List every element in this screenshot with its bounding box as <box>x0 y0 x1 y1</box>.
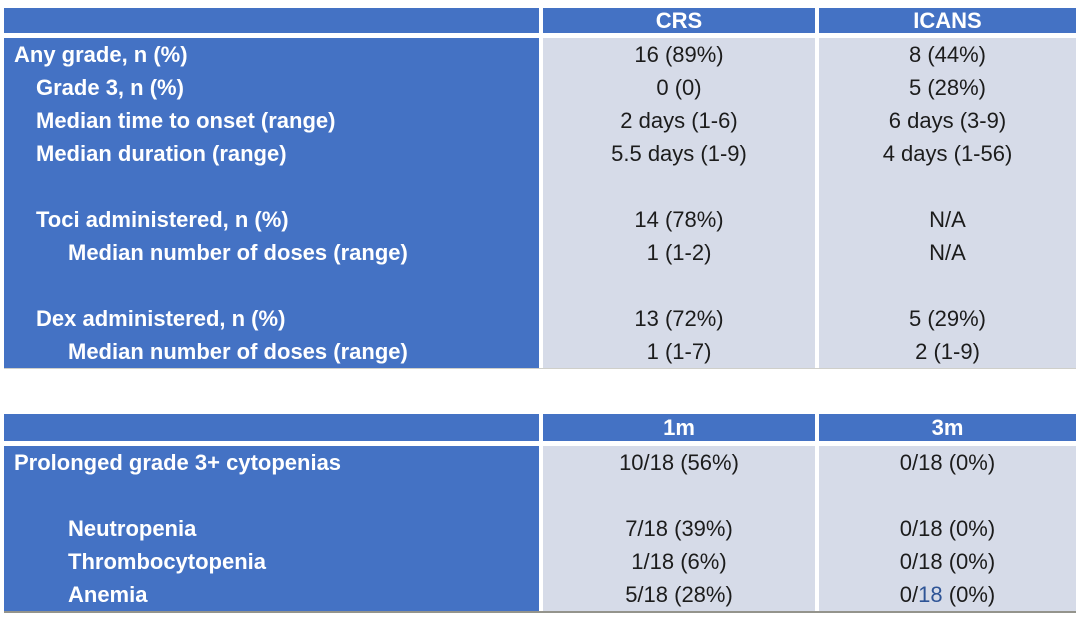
table1-icans-column: 8 (44%) 5 (28%) 6 days (3-9) 4 days (1-5… <box>819 38 1076 368</box>
anemia-3m-highlight: 18 <box>918 582 943 607</box>
cell-any-grade-icans: 8 (44%) <box>908 42 987 67</box>
cell-toci-icans: N/A <box>929 207 966 232</box>
cell-blank-3-1m <box>543 479 815 512</box>
table2-label-column: Prolonged grade 3+ cytopenias Neutropeni… <box>4 446 539 611</box>
cell-dex-doses-icans: 2 (1-9) <box>915 339 980 364</box>
cell-median-duration-icans: 4 days (1-56) <box>882 141 1013 166</box>
cell-blank-2-crs <box>543 269 815 302</box>
row-label-toci-doses: Median number of doses (range) <box>68 240 408 265</box>
table1-header-icans: ICANS <box>819 8 1076 33</box>
cell-dex-crs: 13 (72%) <box>634 306 724 331</box>
cell-grade3-crs: 0 (0) <box>656 75 702 100</box>
table2-1m-column: 10/18 (56%) 7/18 (39%) 1/18 (6%) 5/18 (2… <box>543 446 815 611</box>
row-label-dex: Dex administered, n (%) <box>36 306 286 331</box>
cell-any-grade-crs: 16 (89%) <box>634 42 724 67</box>
row-label-prolonged-cytopenias: Prolonged grade 3+ cytopenias <box>14 450 342 475</box>
cell-toci-doses-crs: 1 (1-2) <box>646 240 712 265</box>
row-label-blank-2 <box>4 269 539 302</box>
row-label-toci: Toci administered, n (%) <box>36 207 289 232</box>
table1-crs-column: 16 (89%) 0 (0) 2 days (1-6) 5.5 days (1-… <box>543 38 815 368</box>
anemia-3m-suffix: (0%) <box>942 582 996 607</box>
table2-header-3m: 3m <box>819 414 1076 441</box>
cell-prolonged-1m: 10/18 (56%) <box>619 450 739 475</box>
cell-neutropenia-1m: 7/18 (39%) <box>625 516 733 541</box>
cell-anemia-3m: 0/18 (0%) <box>819 578 1076 611</box>
cell-thrombocytopenia-3m: 0/18 (0%) <box>899 549 996 574</box>
table2-header-spacer <box>4 414 539 441</box>
cell-median-onset-crs: 2 days (1-6) <box>620 108 738 133</box>
cell-dex-doses-crs: 1 (1-7) <box>646 339 712 364</box>
row-label-neutropenia: Neutropenia <box>68 516 197 541</box>
cell-blank-2-icans <box>819 269 1076 302</box>
cell-blank-1-icans <box>819 170 1076 203</box>
row-label-grade3: Grade 3, n (%) <box>36 75 184 100</box>
row-label-thrombocytopenia: Thrombocytopenia <box>68 549 267 574</box>
cell-neutropenia-3m: 0/18 (0%) <box>899 516 996 541</box>
row-label-blank-1 <box>4 170 539 203</box>
table1-header-spacer <box>4 8 539 33</box>
table1-header-crs: CRS <box>543 8 815 33</box>
row-label-median-onset: Median time to onset (range) <box>36 108 336 133</box>
table2-header-1m: 1m <box>543 414 815 441</box>
cell-blank-1-crs <box>543 170 815 203</box>
cell-toci-crs: 14 (78%) <box>634 207 724 232</box>
cytopenias-table: 1m 3m Prolonged grade 3+ cytopenias Neut… <box>4 414 1076 613</box>
cell-thrombocytopenia-1m: 1/18 (6%) <box>631 549 727 574</box>
row-label-any-grade: Any grade, n (%) <box>14 42 188 67</box>
row-label-dex-doses: Median number of doses (range) <box>68 339 408 364</box>
cell-prolonged-3m: 0/18 (0%) <box>899 450 996 475</box>
cell-grade3-icans: 5 (28%) <box>908 75 987 100</box>
table-gap <box>4 369 1076 414</box>
row-label-anemia: Anemia <box>68 582 148 607</box>
row-label-blank-3 <box>4 479 539 512</box>
row-label-median-duration: Median duration (range) <box>36 141 287 166</box>
table1-label-column: Any grade, n (%) Grade 3, n (%) Median t… <box>4 38 539 368</box>
cell-median-duration-crs: 5.5 days (1-9) <box>611 141 747 166</box>
cell-blank-3-3m <box>819 479 1076 512</box>
cell-dex-icans: 5 (29%) <box>908 306 987 331</box>
cell-median-onset-icans: 6 days (3-9) <box>888 108 1007 133</box>
anemia-3m-prefix: 0/ <box>899 582 919 607</box>
cell-toci-doses-icans: N/A <box>929 240 966 265</box>
adverse-events-table: CRS ICANS Any grade, n (%) Grade 3, n (%… <box>4 8 1076 369</box>
table2-3m-column: 0/18 (0%) 0/18 (0%) 0/18 (0%) 0/18 (0%) <box>819 446 1076 611</box>
cell-anemia-1m: 5/18 (28%) <box>625 582 733 607</box>
